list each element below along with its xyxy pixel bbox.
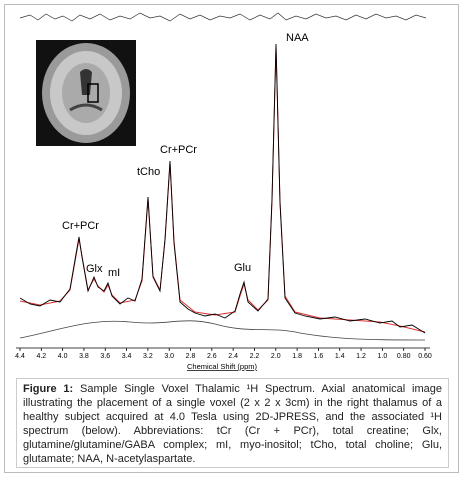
x-tick-label: 4.2	[36, 353, 46, 360]
x-tick-label: 3.0	[164, 353, 174, 360]
x-tick-label: 1.4	[335, 353, 345, 360]
peak-label: Glu	[234, 262, 251, 274]
peak-label: tCho	[137, 166, 160, 178]
x-tick-label: 4.4	[15, 353, 25, 360]
x-tick-label: 1.0	[378, 353, 388, 360]
x-tick-label: 1.2	[356, 353, 366, 360]
x-tick-label: 4.0	[58, 353, 68, 360]
x-tick-label: 2.0	[271, 353, 281, 360]
peak-label: mI	[108, 267, 120, 279]
x-tick-label: 1.6	[314, 353, 324, 360]
peak-label: NAA	[286, 32, 309, 44]
x-tick-label: 2.6	[207, 353, 217, 360]
x-tick-label: 2.8	[186, 353, 196, 360]
mri-inset	[36, 40, 136, 146]
x-tick-label: 2.4	[228, 353, 238, 360]
x-tick-label: 3.2	[143, 353, 153, 360]
x-tick-label: 3.4	[122, 353, 132, 360]
spectrum-measured	[19, 43, 426, 334]
x-tick-label: 3.6	[100, 353, 110, 360]
caption-text: Sample Single Voxel Thalamic ¹H Spectrum…	[23, 383, 442, 465]
x-tick-label: 1.8	[292, 353, 302, 360]
x-tick-label: 2.2	[250, 353, 260, 360]
peak-label: Cr+PCr	[62, 220, 99, 232]
residual-trace	[19, 12, 427, 22]
x-tick-label: 3.8	[79, 353, 89, 360]
spectrum-figure: Cr+PCr Glx mI tCho Cr+PCr Glu NAA Chemic…	[15, 12, 432, 371]
x-tick-label: 0.60	[418, 353, 432, 360]
baseline-curve	[19, 320, 426, 341]
x-tick-label: 0.80	[397, 353, 411, 360]
peak-label: Glx	[86, 263, 103, 275]
caption: Figure 1: Sample Single Voxel Thalamic ¹…	[16, 378, 449, 468]
figure-frame	[4, 4, 459, 473]
caption-label: Figure 1:	[23, 383, 74, 395]
peak-label: Cr+PCr	[160, 144, 197, 156]
x-axis-label: Chemical Shift (ppm)	[187, 362, 258, 371]
